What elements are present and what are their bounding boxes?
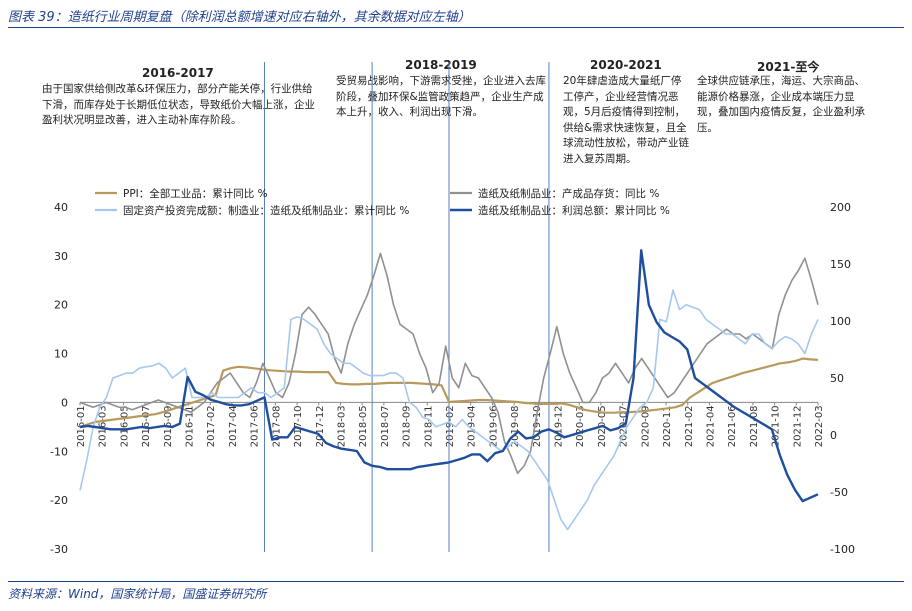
x-tick-label: 2018-09 <box>402 405 413 447</box>
period-title-3: 2020-2021 <box>590 58 662 72</box>
left-axis-tick: 20 <box>54 299 68 312</box>
annotation-area <box>36 60 870 182</box>
right-axis-tick: 100 <box>830 315 851 328</box>
period-text-3: 20年肆虐造成大量纸厂停工停产，企业经营情况恶观，5月后疫情得到控制，供给&需求… <box>563 75 689 165</box>
x-tick-label: 2018-03 <box>336 405 347 447</box>
x-tick-label: 2017-10 <box>293 405 304 447</box>
x-tick-label: 2021-06 <box>727 405 738 447</box>
legend-label-4: 造纸及纸制品业：利润总额：累计同比 % <box>478 204 670 217</box>
x-tick-label: 2017-06 <box>250 405 261 447</box>
period-text-4: 全球供应链承压，海运、大宗商品、能源价格暴涨，企业成本端压力显现，叠加国内疫情反… <box>697 75 865 134</box>
x-tick-label: 2019-02 <box>445 405 456 447</box>
x-tick-label: 2016-05 <box>119 405 130 447</box>
x-tick-label: 2017-12 <box>315 405 326 447</box>
period-text-1: 由于国家供给侧改革&环保压力，部分产能关停，行业供给下滑，而库存处于长期低位状态… <box>42 83 315 126</box>
x-tick-label: 2019-06 <box>488 405 499 447</box>
figure-title: 图表 39：造纸行业周期复盘（除利润总额增速对应右轴外，其余数据对应左轴） <box>8 10 471 25</box>
x-tick-label: 2017-04 <box>228 405 239 447</box>
x-tick-label: 2021-02 <box>684 405 695 447</box>
left-axis-tick: 0 <box>61 396 68 409</box>
series-lines <box>79 249 819 531</box>
left-axis-tick: 10 <box>54 348 68 361</box>
period-title-4: 2021-至今 <box>757 60 820 74</box>
series-line-4 <box>79 249 819 503</box>
series-line-3 <box>79 289 819 531</box>
left-axis-tick: -20 <box>50 494 68 507</box>
x-tick-label: 2022-03 <box>814 405 825 447</box>
legend-label-2: 造纸及纸制品业：产成品存货：同比 % <box>478 187 659 200</box>
source-note: 资料来源：Wind，国家统计局，国盛证券研究所 <box>8 587 267 601</box>
series-line-2 <box>79 252 819 475</box>
x-tick-label: 2018-07 <box>380 405 391 447</box>
left-axis-tick: -10 <box>50 445 68 458</box>
x-tick-label: 2017-08 <box>271 405 282 447</box>
x-tick-label: 2020-03 <box>575 405 586 447</box>
x-tick-label: 2020-11 <box>662 405 673 447</box>
x-tick-label: 2019-10 <box>532 405 543 447</box>
period-title-2: 2018-2019 <box>405 58 477 72</box>
left-axis-tick: -30 <box>50 543 68 556</box>
right-axis-tick: 0 <box>830 429 837 442</box>
x-tick-label: 2017-02 <box>206 405 217 447</box>
legend-label-1: PPI：全部工业品：累计同比 % <box>123 187 268 200</box>
x-tick-label: 2021-10 <box>771 405 782 447</box>
legend: PPI：全部工业品：累计同比 % 造纸及纸制品业：产成品存货：同比 % 固定资产投资… <box>95 187 670 217</box>
x-tick-label: 2016-07 <box>141 405 152 447</box>
right-axis-tick: -100 <box>830 543 855 556</box>
x-tick-label: 2021-12 <box>792 405 803 447</box>
top-rule <box>8 27 904 28</box>
left-axis-tick: 40 <box>54 201 68 214</box>
period-dividers <box>36 60 870 552</box>
bottom-rule <box>8 581 904 582</box>
x-tick-label: 2020-07 <box>619 405 630 447</box>
x-tick-label: 2021-08 <box>749 405 760 447</box>
period-title-1: 2016-2017 <box>142 66 214 80</box>
period-text-2: 受贸易战影响，下游需求受挫，企业进入去库阶段，叠加环保&监管政策趋严，企业生产成… <box>336 75 546 118</box>
x-tick-label: 2020-09 <box>640 405 651 447</box>
legend-label-3: 固定资产投资完成额：制造业：造纸及纸制品业：累计同比 % <box>123 204 409 217</box>
x-tick-label: 2019-04 <box>467 405 478 447</box>
right-axis-tick: 50 <box>830 372 844 385</box>
right-axis-tick: 200 <box>830 201 851 214</box>
series-line-1 <box>79 357 819 428</box>
right-axis-tick: 150 <box>830 258 851 271</box>
right-axis-tick: -50 <box>830 486 848 499</box>
x-tick-label: 2016-03 <box>98 405 109 447</box>
x-tick-label: 2019-08 <box>510 405 521 447</box>
x-tick-label: 2018-05 <box>358 405 369 447</box>
x-tick-label: 2019-12 <box>554 405 565 447</box>
left-axis-tick: 30 <box>54 250 68 263</box>
x-tick-label: 2016-11 <box>185 405 196 447</box>
x-tick-label: 2021-04 <box>705 405 716 447</box>
x-tick-label: 2018-11 <box>423 405 434 447</box>
